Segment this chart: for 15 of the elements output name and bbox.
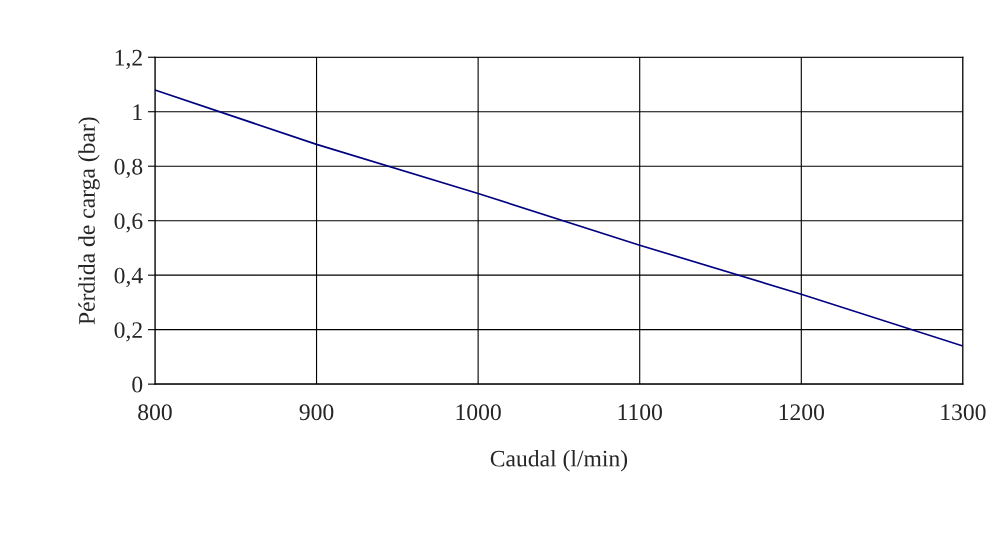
y-tick-label: 0,4 bbox=[114, 267, 143, 287]
y-tick-label: 0,6 bbox=[114, 213, 143, 233]
y-tick-label: 0,8 bbox=[114, 158, 143, 179]
y-axis-title: Pérdida de carga (bar) bbox=[78, 117, 100, 325]
x-tick-label: 900 bbox=[299, 404, 334, 421]
x-tick-label: 1000 bbox=[456, 404, 501, 421]
x-tick-label: 1200 bbox=[779, 404, 825, 421]
x-tick-label: 1300 bbox=[941, 404, 986, 421]
y-tick-label: 1 bbox=[133, 104, 142, 120]
y-tick-label: 1,2 bbox=[115, 49, 142, 70]
x-tick-label: 800 bbox=[138, 404, 172, 421]
y-tick-label: 0 bbox=[132, 376, 143, 393]
y-tick-label: 0,2 bbox=[114, 322, 142, 342]
x-tick-label: 1100 bbox=[618, 404, 662, 421]
x-axis-title: Caudal (l/min) bbox=[490, 449, 628, 472]
